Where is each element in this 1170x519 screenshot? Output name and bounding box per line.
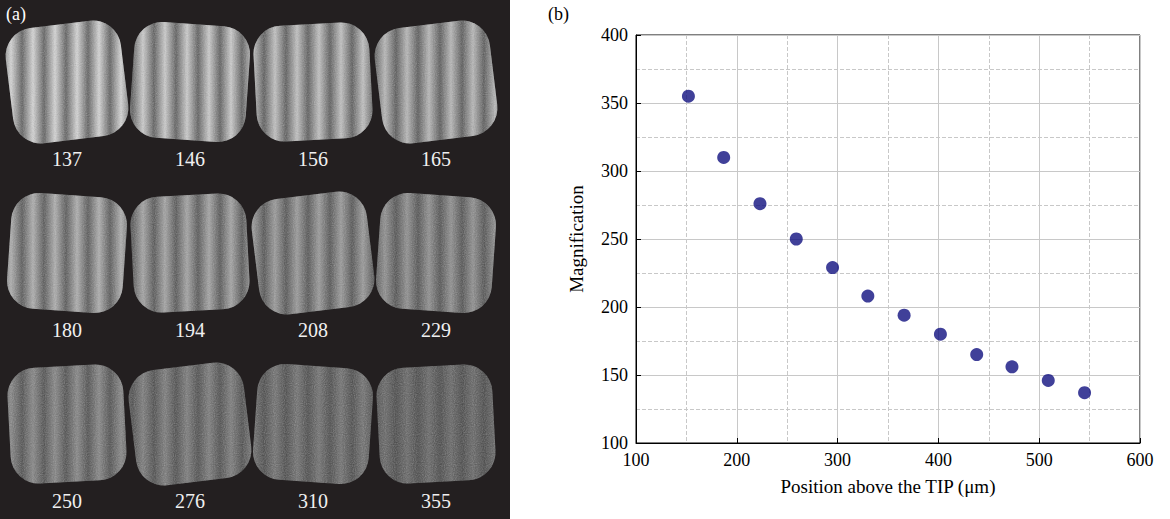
svg-text:200: 200: [723, 450, 750, 470]
svg-text:400: 400: [925, 450, 952, 470]
svg-text:600: 600: [1127, 450, 1154, 470]
svg-text:310: 310: [298, 490, 328, 512]
svg-text:(a): (a): [6, 4, 26, 25]
svg-text:229: 229: [421, 319, 451, 341]
svg-text:355: 355: [421, 490, 451, 512]
svg-text:156: 156: [298, 148, 328, 170]
svg-text:180: 180: [52, 319, 82, 341]
svg-text:250: 250: [601, 229, 628, 249]
svg-text:300: 300: [601, 161, 628, 181]
svg-text:146: 146: [175, 148, 205, 170]
svg-text:200: 200: [601, 297, 628, 317]
svg-text:165: 165: [421, 148, 451, 170]
svg-text:300: 300: [824, 450, 851, 470]
svg-text:400: 400: [601, 25, 628, 45]
svg-text:276: 276: [175, 490, 205, 512]
svg-text:100: 100: [601, 433, 628, 453]
svg-text:350: 350: [601, 93, 628, 113]
svg-text:194: 194: [175, 319, 205, 341]
html-text:(b): (b): [548, 4, 569, 24]
svg-text:208: 208: [298, 319, 328, 341]
svg-text:100: 100: [623, 450, 650, 470]
svg-text:Position above the TIP (μm): Position above the TIP (μm): [781, 476, 996, 498]
svg-text:150: 150: [601, 365, 628, 385]
svg-text:250: 250: [52, 490, 82, 512]
svg-text:500: 500: [1026, 450, 1053, 470]
svg-text:Magnification: Magnification: [566, 185, 587, 293]
svg-text:137: 137: [52, 148, 82, 170]
